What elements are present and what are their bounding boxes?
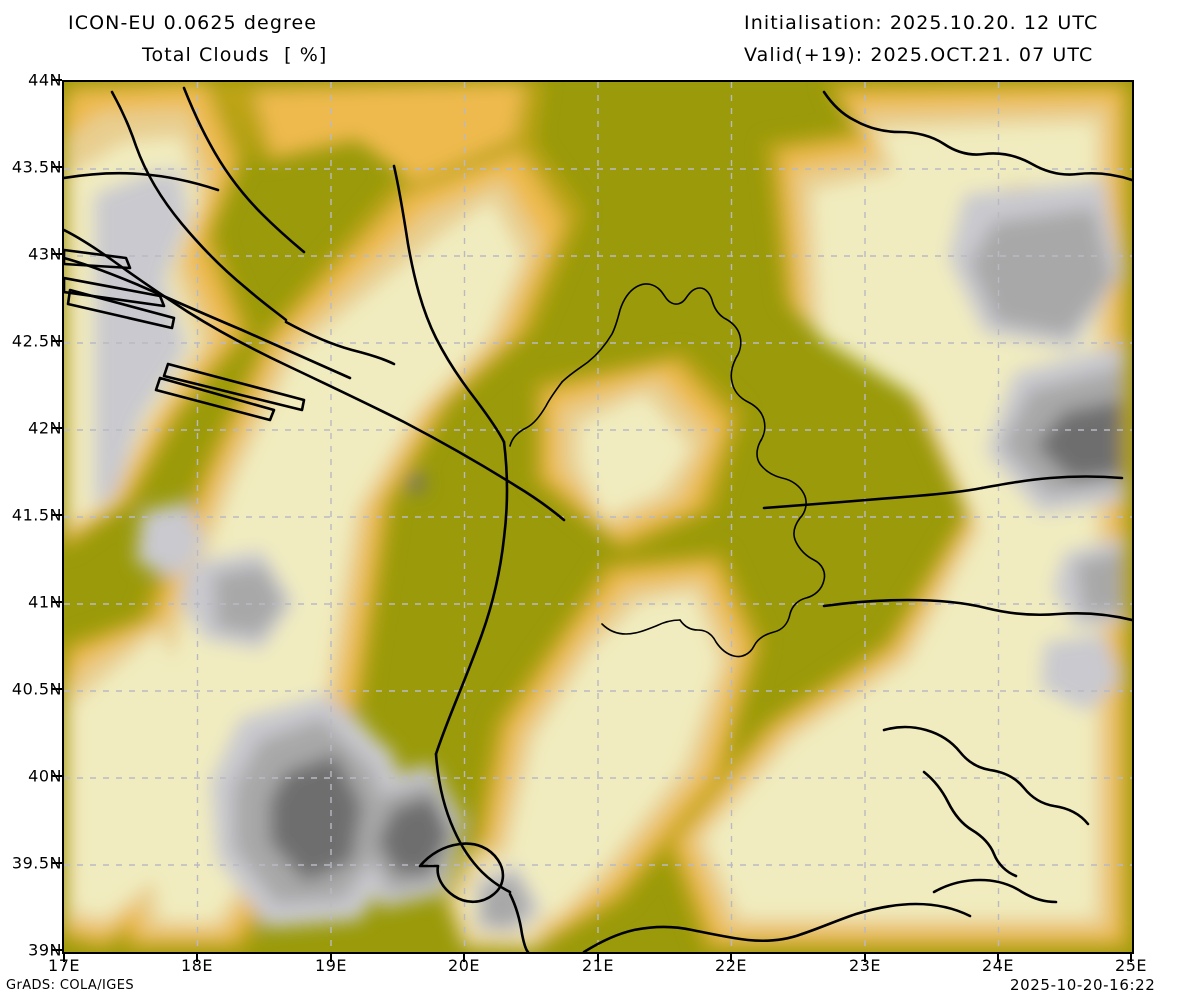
y-axis-label-5: 41.5N: [11, 505, 62, 525]
y-tick-40N: [52, 775, 62, 777]
country-borders: [64, 86, 1132, 952]
y-axis-label-2: 43N: [28, 244, 62, 264]
y-tick-41.5N: [52, 514, 62, 516]
x-tick-25E: [1130, 952, 1132, 962]
x-tick-17E: [63, 952, 65, 962]
x-axis-label-3: 20E: [448, 956, 480, 975]
y-tick-40.5N: [52, 688, 62, 690]
y-tick-43.5N: [52, 166, 62, 168]
x-axis-label-4: 21E: [582, 956, 614, 975]
y-tick-44N: [52, 79, 62, 81]
x-axis-label-5: 22E: [715, 956, 747, 975]
field-title: Total Clouds [ %]: [142, 44, 328, 66]
x-tick-22E: [730, 952, 732, 962]
map-plot-area: [62, 80, 1134, 954]
x-tick-23E: [864, 952, 866, 962]
y-tick-41N: [52, 601, 62, 603]
render-timestamp: 2025-10-20-16:22: [1010, 976, 1156, 994]
y-tick-42N: [52, 427, 62, 429]
y-axis-label-10: 39N: [28, 940, 62, 960]
x-axis-label-7: 24E: [982, 956, 1014, 975]
initialisation-time: Initialisation: 2025.10.20. 12 UTC: [744, 12, 1099, 34]
map-gridlines: [64, 82, 1132, 952]
y-axis-label-1: 43.5N: [11, 157, 62, 177]
y-tick-42.5N: [52, 340, 62, 342]
y-axis-label-7: 40.5N: [11, 679, 62, 699]
y-axis-label-6: 41N: [28, 592, 62, 612]
grads-credit: GrADS: COLA/IGES: [6, 978, 134, 993]
y-axis-label-3: 42.5N: [11, 331, 62, 351]
x-axis-label-0: 17E: [48, 956, 80, 975]
x-tick-18E: [196, 952, 198, 962]
valid-time: Valid(+19): 2025.OCT.21. 07 UTC: [744, 44, 1094, 66]
x-tick-24E: [997, 952, 999, 962]
model-title: ICON-EU 0.0625 degree: [68, 12, 318, 34]
y-axis-label-9: 39.5N: [11, 853, 62, 873]
x-tick-19E: [330, 952, 332, 962]
x-axis-label-8: 25E: [1115, 956, 1147, 975]
y-tick-39N: [52, 949, 62, 951]
y-tick-43N: [52, 253, 62, 255]
y-axis-label-8: 40N: [28, 766, 62, 786]
x-axis-label-1: 18E: [181, 956, 213, 975]
y-tick-39.5N: [52, 862, 62, 864]
x-axis-label-6: 23E: [849, 956, 881, 975]
x-tick-20E: [463, 952, 465, 962]
y-axis-label-0: 44N: [28, 70, 62, 90]
x-tick-21E: [597, 952, 599, 962]
x-axis-label-2: 19E: [315, 956, 347, 975]
y-axis-label-4: 42N: [28, 418, 62, 438]
